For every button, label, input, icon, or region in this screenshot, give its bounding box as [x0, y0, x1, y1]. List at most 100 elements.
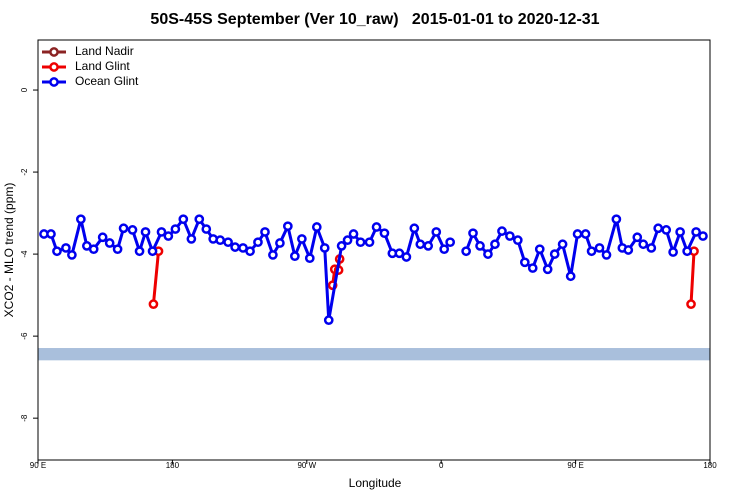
x-axis-title: Longitude	[349, 476, 402, 490]
y-tick-label: -2	[20, 168, 29, 176]
point	[468, 228, 478, 239]
point	[483, 249, 493, 259]
point	[118, 223, 129, 234]
point	[542, 264, 553, 275]
point	[379, 228, 390, 239]
legend-marker	[49, 62, 59, 72]
point	[290, 251, 300, 262]
point	[646, 243, 657, 253]
point	[490, 239, 500, 250]
point	[439, 244, 450, 255]
point	[163, 231, 174, 241]
point	[194, 214, 205, 225]
series-line	[151, 251, 696, 305]
point	[323, 315, 334, 325]
point	[88, 244, 99, 255]
point	[623, 245, 634, 255]
point	[148, 299, 159, 309]
point	[147, 246, 158, 257]
point	[52, 246, 62, 257]
point	[686, 299, 696, 309]
point	[304, 253, 315, 264]
point	[668, 247, 678, 257]
chart-title: 50S-45S September (Ver 10_raw) 2015-01-0…	[150, 11, 599, 28]
point	[112, 244, 123, 255]
point	[549, 249, 560, 259]
point	[371, 222, 382, 232]
y-tick-label: -6	[20, 332, 29, 340]
point	[275, 238, 285, 248]
land-band	[38, 348, 710, 361]
point	[519, 257, 530, 268]
x-tick-label: 180	[703, 461, 717, 470]
point	[415, 239, 426, 250]
point	[565, 271, 576, 282]
point	[445, 237, 456, 248]
point	[245, 246, 255, 257]
point	[223, 237, 233, 248]
point	[594, 243, 605, 253]
point	[319, 243, 330, 253]
point	[675, 227, 685, 237]
point	[67, 250, 77, 260]
point	[76, 214, 86, 225]
point	[431, 227, 442, 237]
y-tick-label: -4	[20, 250, 29, 258]
point	[401, 252, 412, 262]
point	[342, 235, 353, 246]
legend-marker	[49, 47, 59, 57]
legend-marker	[49, 77, 59, 87]
legend-label: Land Nadir	[75, 44, 134, 58]
point	[61, 243, 71, 253]
point	[134, 246, 145, 257]
point	[178, 214, 189, 225]
point	[638, 239, 649, 250]
point	[46, 229, 56, 239]
point	[311, 222, 322, 232]
point	[682, 246, 693, 257]
point	[127, 225, 138, 235]
x-tick-label: 90 E	[567, 461, 583, 470]
point	[691, 227, 701, 237]
point	[580, 229, 591, 239]
y-tick-label: 0	[20, 87, 29, 92]
point	[253, 237, 263, 248]
point	[601, 250, 612, 260]
point	[156, 227, 167, 237]
point	[336, 241, 347, 251]
point	[586, 246, 597, 257]
point	[268, 250, 278, 260]
y-tick-label: -8	[20, 414, 29, 422]
point	[572, 229, 583, 239]
point	[512, 235, 523, 246]
legend-label: Land Glint	[75, 59, 130, 73]
point	[461, 246, 471, 257]
point	[215, 235, 226, 246]
point	[348, 229, 359, 239]
point	[661, 225, 672, 235]
x-tick-label: 0	[439, 461, 444, 470]
point	[201, 224, 212, 234]
point	[186, 234, 197, 244]
point	[534, 244, 545, 255]
point	[527, 263, 538, 273]
point	[260, 227, 270, 237]
point	[170, 224, 181, 234]
point	[653, 223, 664, 234]
point	[104, 238, 115, 248]
point	[97, 232, 108, 243]
legend-label: Ocean Glint	[75, 74, 139, 88]
point	[230, 242, 240, 252]
point	[394, 248, 405, 259]
point	[355, 237, 366, 248]
point	[297, 234, 307, 244]
point	[505, 231, 515, 241]
point	[611, 214, 622, 225]
x-tick-label: 180	[166, 461, 180, 470]
point	[698, 231, 708, 241]
point	[409, 223, 420, 234]
point	[557, 239, 568, 250]
point	[475, 241, 485, 251]
point	[632, 232, 643, 243]
